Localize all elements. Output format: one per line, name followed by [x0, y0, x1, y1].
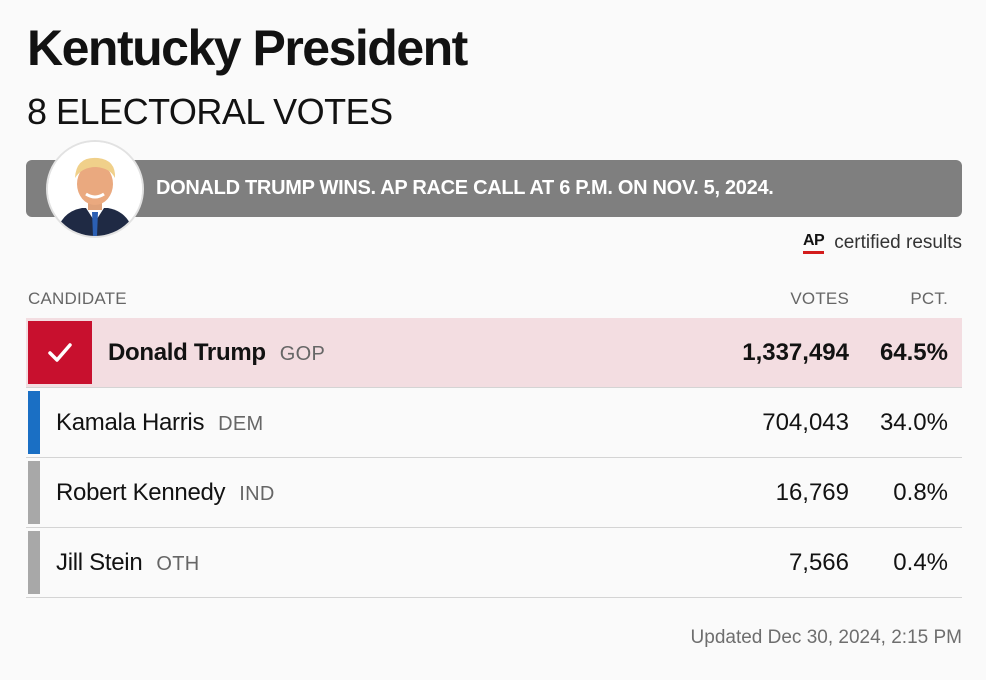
page-subtitle: 8 ELECTORAL VOTES [27, 91, 393, 132]
candidate-name: Donald Trump [108, 339, 266, 366]
table-row: Robert Kennedy IND 16,769 0.8% [26, 458, 962, 528]
vote-count: 7,566 [788, 549, 849, 576]
table-row: Jill Stein OTH 7,566 0.4% [26, 528, 962, 598]
party-color-bar [28, 531, 40, 594]
ap-logo: AP [802, 232, 825, 254]
checkmark-icon [48, 342, 72, 362]
table-header: CANDIDATE VOTES PCT. [28, 286, 962, 312]
vote-percent: 0.8% [893, 479, 948, 506]
column-header-candidate: CANDIDATE [28, 289, 127, 308]
vote-count: 704,043 [762, 409, 849, 436]
candidate-cell: Jill Stein OTH [56, 528, 200, 598]
winner-check-badge [28, 321, 92, 384]
race-call-text: DONALD TRUMP WINS. AP RACE CALL AT 6 P.M… [156, 177, 774, 199]
candidate-name: Robert Kennedy [56, 479, 226, 506]
vote-percent: 34.0% [879, 409, 948, 436]
vote-count: 16,769 [775, 479, 849, 506]
candidate-name: Kamala Harris [56, 409, 205, 436]
candidate-party: GOP [279, 343, 326, 365]
candidate-cell: Robert Kennedy IND [56, 458, 275, 528]
column-header-votes: VOTES [790, 289, 849, 308]
vote-count: 1,337,494 [742, 339, 849, 366]
candidate-portrait-icon [48, 142, 142, 236]
certified-results: AP certified results [802, 230, 962, 256]
certified-results-label: certified results [834, 232, 962, 253]
table-row: Kamala Harris DEM 704,043 34.0% [26, 388, 962, 458]
vote-percent: 64.5% [879, 339, 948, 366]
candidate-party: DEM [218, 413, 264, 435]
updated-timestamp: Updated Dec 30, 2024, 2:15 PM [690, 627, 962, 648]
page-title: Kentucky President [27, 20, 468, 76]
candidate-cell: Kamala Harris DEM [56, 388, 263, 458]
candidate-cell: Donald Trump GOP [108, 318, 325, 388]
party-color-bar [28, 461, 40, 524]
vote-percent: 0.4% [893, 549, 948, 576]
candidate-name: Jill Stein [56, 549, 143, 576]
winner-avatar [46, 140, 144, 238]
race-call-banner: DONALD TRUMP WINS. AP RACE CALL AT 6 P.M… [26, 160, 962, 217]
party-color-bar [28, 391, 40, 454]
candidate-party: IND [239, 483, 275, 505]
results-table: Donald Trump GOP 1,337,494 64.5% Kamala H… [26, 318, 962, 598]
candidate-party: OTH [156, 553, 200, 575]
column-header-pct: PCT. [910, 289, 948, 308]
table-row: Donald Trump GOP 1,337,494 64.5% [26, 318, 962, 388]
